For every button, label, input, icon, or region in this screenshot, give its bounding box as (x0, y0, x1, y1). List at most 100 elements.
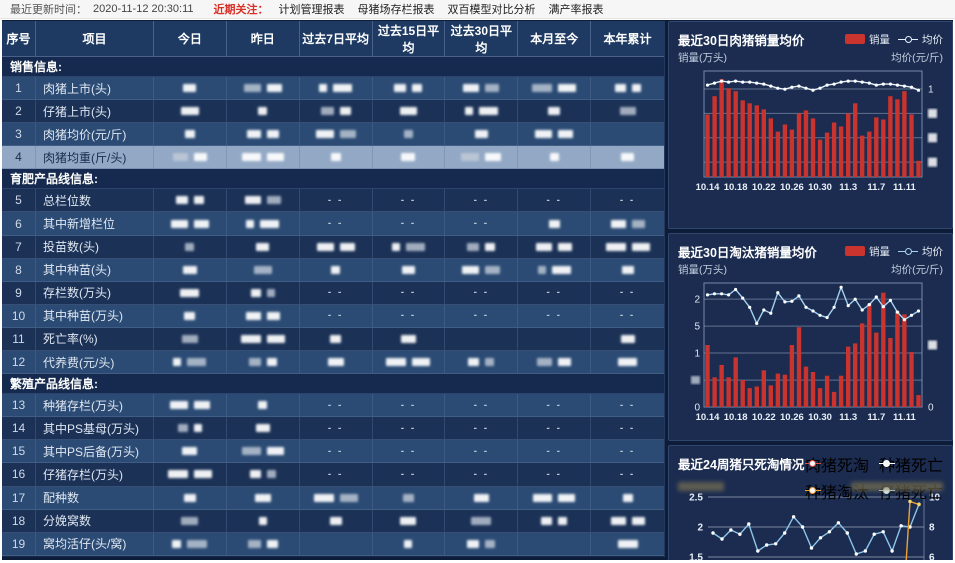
svg-text:10.26: 10.26 (780, 412, 804, 423)
column-header: 本月至今 (518, 21, 592, 56)
redacted-value (631, 242, 650, 251)
redacted-value (183, 84, 197, 93)
table-row-17[interactable]: 17 配种数 (2, 486, 664, 510)
empty-value-dash: - - (400, 468, 417, 480)
row-item-label: 配种数 (36, 486, 154, 509)
value-cell: - - (300, 394, 373, 417)
table-row-11[interactable]: 11 死亡率(%) (2, 327, 664, 352)
value-cell (591, 487, 664, 509)
table-row-13[interactable]: 13 种猪存栏(万头) - - - - - - - - - - (2, 394, 664, 418)
value-cell (373, 327, 446, 351)
table-row-1[interactable]: 1 肉猪上市(头) (2, 77, 664, 101)
redacted-value (266, 539, 278, 548)
row-item-label: 总栏位数 (36, 189, 154, 212)
redacted-value (405, 242, 425, 251)
legend-item[interactable]: 均价 (898, 32, 943, 47)
svg-text:11.3: 11.3 (839, 412, 857, 423)
svg-text:10.18: 10.18 (724, 182, 748, 193)
redacted-value (610, 219, 626, 228)
table-row-12[interactable]: 12 代养费(元/头) (2, 351, 664, 375)
value-cell (373, 146, 446, 169)
empty-value-dash: - - (400, 399, 417, 411)
table-row-3[interactable]: 3 肉猪均价(元/斤) (2, 123, 664, 147)
row-item-label: 其中PS后备(万头) (36, 440, 154, 463)
redacted-value (320, 107, 334, 116)
table-row-18[interactable]: 18 分娩窝数 (2, 509, 664, 533)
chart-title: 最近24周猪只死淘情况 (678, 458, 805, 472)
legend-label: 均价 (922, 245, 943, 258)
row-item-label: 种猪存栏(万头) (36, 394, 154, 417)
redacted-value (243, 84, 261, 93)
value-cell (300, 327, 373, 351)
table-row-9[interactable]: 9 存栏数(万头) - - - - - - - - - - (2, 281, 664, 305)
table-row-4[interactable]: 4 肉猪均重(斤/头) (2, 146, 664, 170)
value-cell (591, 100, 664, 122)
redacted-value (468, 358, 480, 367)
redacted-value (485, 153, 502, 162)
redacted-value (258, 107, 268, 116)
value-cell: - - (591, 440, 664, 462)
legend-item[interactable]: 销量 (845, 244, 890, 259)
svg-text:2: 2 (697, 523, 703, 534)
redacted-value (170, 219, 188, 228)
table-row-5[interactable]: 5 总栏位数 - - - - - - - - - - (2, 189, 664, 213)
table-row-2[interactable]: 2 仔猪上市(头) (2, 100, 664, 124)
empty-value-dash: - - (400, 310, 417, 322)
legend-item[interactable]: 销量 (845, 32, 890, 47)
table-row-6[interactable]: 6 其中新增栏位 - - - - - - (2, 212, 664, 236)
value-cell (227, 509, 300, 532)
redacted-value (256, 242, 270, 251)
value-cell: - - (591, 463, 664, 485)
redacted-value (618, 358, 638, 367)
redacted-value (461, 153, 480, 162)
value-cell (154, 281, 227, 304)
value-cell (518, 327, 592, 351)
value-cell: - - (518, 440, 592, 463)
value-cell (154, 394, 227, 417)
legend-label: 销量 (869, 245, 890, 258)
redacted-value (621, 265, 634, 274)
value-cell (591, 123, 664, 145)
redacted-value (541, 516, 553, 525)
redacted-value (548, 219, 560, 228)
table-row-16[interactable]: 16 仔猪存栏(万头) - - - - - - - - - - (2, 463, 664, 487)
table-row-10[interactable]: 10 其中种苗(万头) - - - - - - - - - - (2, 304, 664, 328)
redacted-value (193, 401, 210, 410)
redacted-value (254, 493, 271, 502)
bar-swatch-icon (845, 246, 865, 256)
table-row-19[interactable]: 19 窝均活仔(头/窝) (2, 532, 664, 556)
value-cell: - - (300, 304, 373, 327)
svg-text:0: 0 (928, 403, 934, 414)
value-cell (373, 532, 446, 555)
empty-value-dash: - - (473, 445, 490, 457)
value-cell (154, 189, 227, 212)
redacted-value (558, 493, 576, 502)
legend-item[interactable]: 均价 (898, 244, 943, 259)
value-cell (445, 258, 519, 281)
redacted-axis-label-right (851, 482, 943, 491)
value-cell (227, 304, 300, 327)
redacted-value (169, 401, 188, 410)
legend-item[interactable]: 种猪死亡 (878, 452, 943, 476)
report-link-3[interactable]: 双百模型对比分析 (447, 4, 536, 16)
table-row-7[interactable]: 7 投苗数(头) (2, 235, 664, 259)
report-link-4[interactable]: 满产率报表 (548, 4, 604, 16)
redacted-value (180, 107, 199, 116)
table-row-8[interactable]: 8 其中种苗(头) (2, 258, 664, 282)
y-axis-label-left: 销量(万头) (678, 264, 727, 276)
value-cell: - - (373, 394, 446, 417)
section-header: 繁殖产品线信息: (2, 374, 664, 395)
table-row-15[interactable]: 15 其中PS后备(万头) - - - - - - - - - - (2, 440, 664, 464)
legend-item[interactable]: 肉猪死淘 (804, 452, 869, 476)
table-row-14[interactable]: 14 其中PS基母(万头) - - - - - - - - - - (2, 417, 664, 441)
row-item-label: 其中新增栏位 (36, 212, 154, 235)
row-number: 16 (2, 463, 36, 486)
value-cell (300, 486, 373, 509)
report-link-2[interactable]: 母猪场存栏报表 (357, 4, 435, 16)
report-link-1[interactable]: 计划管理报表 (278, 4, 345, 16)
svg-text:10.18: 10.18 (724, 412, 748, 423)
value-cell: - - (373, 440, 446, 463)
charts-column: 最近30日肉猪销量均价 销量 均价 销量(万头) 均价(元/斤) 1 10.14 10.18 1… (668, 21, 953, 560)
row-number: 13 (2, 394, 36, 417)
